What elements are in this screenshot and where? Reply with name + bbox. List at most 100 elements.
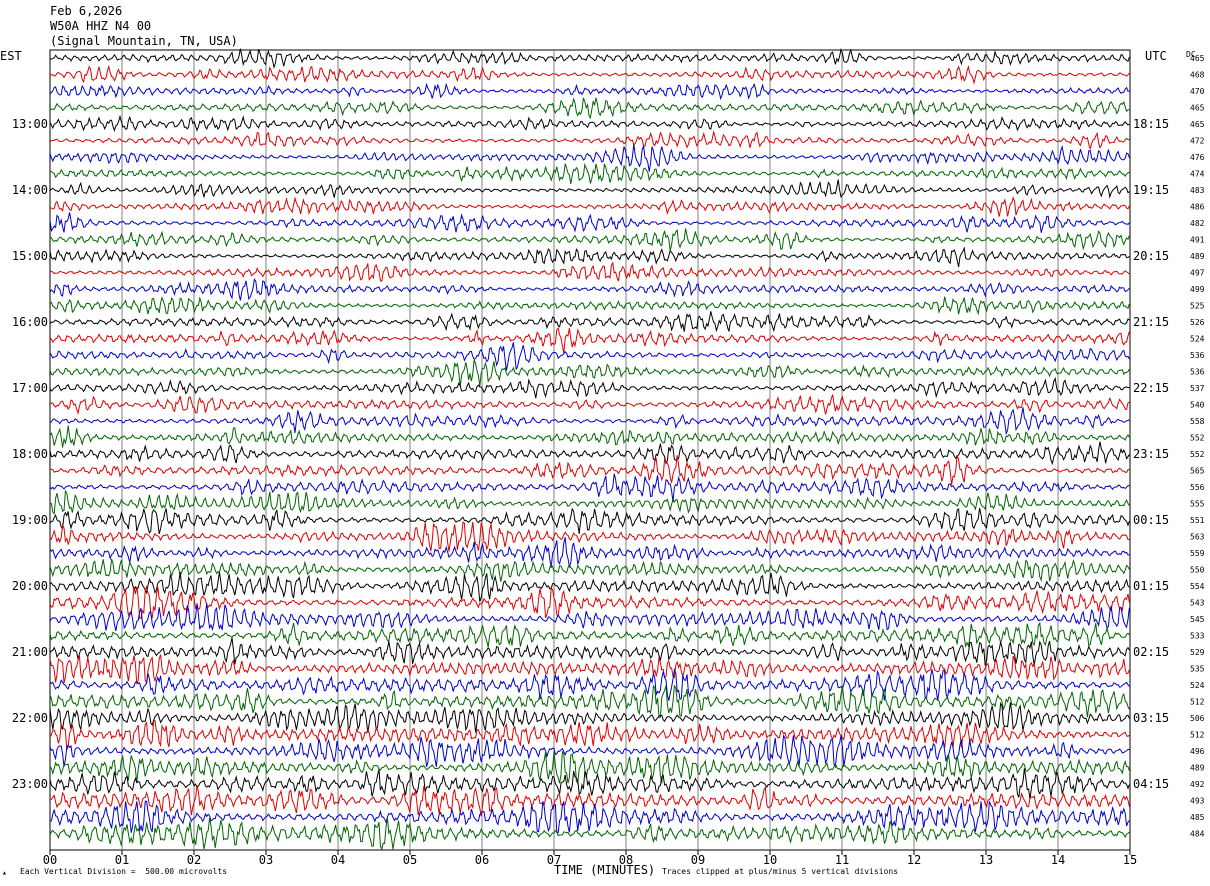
- seismic-trace: [49, 130, 1130, 151]
- dc-offset-label: 524: [1190, 335, 1205, 344]
- dc-offset-label: 512: [1190, 731, 1205, 740]
- dc-axis-title: DC: [1186, 50, 1196, 59]
- seismic-trace: [49, 246, 1130, 268]
- est-hour-label: 18:00: [12, 447, 48, 461]
- utc-axis-title: UTC: [1145, 49, 1167, 63]
- x-tick-label: 08: [619, 853, 633, 867]
- seismic-trace: [49, 228, 1130, 251]
- seismic-trace: [49, 359, 1130, 387]
- seismic-trace: [49, 537, 1130, 569]
- seismic-trace: [49, 425, 1130, 448]
- x-tick-label: 15: [1123, 853, 1137, 867]
- dc-offset-label: 550: [1190, 566, 1205, 575]
- seismic-trace: [49, 735, 1130, 769]
- dc-offset-label: 537: [1190, 384, 1205, 393]
- seismic-trace: [49, 473, 1130, 503]
- seismic-trace: [49, 800, 1130, 834]
- clip-note: Traces clipped at plus/minus 5 vertical …: [662, 867, 899, 876]
- date-label: Feb 6,2026: [50, 4, 123, 18]
- utc-hour-label: 00:15: [1133, 513, 1169, 527]
- seismic-trace: [49, 179, 1130, 199]
- dc-offset-label: 556: [1190, 483, 1205, 492]
- seismic-trace: [49, 558, 1130, 582]
- seismic-trace: [49, 684, 1130, 718]
- dc-offset-label: 554: [1190, 582, 1205, 591]
- seismic-trace: [49, 261, 1130, 282]
- x-tick-label: 13: [979, 853, 993, 867]
- seismic-trace: [49, 571, 1130, 602]
- dc-offset-label: 563: [1190, 533, 1205, 542]
- dc-offset-label: 551: [1190, 516, 1205, 525]
- dc-offset-label: 543: [1190, 599, 1205, 608]
- seismic-trace: [49, 621, 1130, 649]
- location-label: (Signal Mountain, TN, USA): [50, 34, 238, 48]
- seismic-trace: [49, 196, 1130, 217]
- est-hour-label: 13:00: [12, 117, 48, 131]
- seismic-trace: [49, 311, 1130, 333]
- dc-offset-label: 476: [1190, 153, 1205, 162]
- dc-offset-label: 470: [1190, 87, 1205, 96]
- seismic-trace: [49, 114, 1130, 133]
- utc-hour-label: 22:15: [1133, 381, 1169, 395]
- est-hour-label: 14:00: [12, 183, 48, 197]
- dc-offset-label: 493: [1190, 797, 1205, 806]
- seismic-trace: [49, 584, 1130, 619]
- seismic-trace: [49, 407, 1130, 436]
- dc-offset-label: 496: [1190, 747, 1205, 756]
- x-tick-label: 04: [331, 853, 345, 867]
- x-axis-title: TIME (MINUTES): [554, 863, 656, 877]
- dc-offset-label: 485: [1190, 813, 1205, 822]
- utc-hour-label: 23:15: [1133, 447, 1169, 461]
- x-tick-label: 11: [835, 853, 849, 867]
- seismic-trace: [49, 719, 1130, 751]
- dc-offset-label: 535: [1190, 665, 1205, 674]
- seismic-trace: [49, 750, 1130, 785]
- dc-offset-label: 499: [1190, 285, 1205, 294]
- dc-offset-label: 491: [1190, 236, 1205, 245]
- seismic-trace: [49, 521, 1130, 552]
- seismic-trace: [49, 277, 1130, 301]
- seismic-trace: [49, 507, 1130, 535]
- seismic-trace: [50, 162, 1130, 184]
- plot-frame: [49, 49, 1131, 851]
- est-hour-label: 22:00: [12, 711, 48, 725]
- est-hour-label: 19:00: [12, 513, 48, 527]
- dc-offset-label: 465: [1190, 104, 1205, 113]
- seismic-trace: [49, 47, 1130, 70]
- est-hour-label: 20:00: [12, 579, 48, 593]
- utc-hour-label: 02:15: [1133, 645, 1169, 659]
- seismic-trace: [49, 701, 1130, 733]
- x-tick-label: 10: [763, 853, 777, 867]
- dc-offset-label: 526: [1190, 318, 1205, 327]
- dc-offset-label: 492: [1190, 780, 1205, 789]
- dc-offset-label: 484: [1190, 830, 1205, 839]
- dc-offset-label: 482: [1190, 219, 1205, 228]
- dc-offset-label: 474: [1190, 170, 1205, 179]
- seismic-trace: [49, 82, 1130, 101]
- x-tick-label: 05: [403, 853, 417, 867]
- x-tick-label: 06: [475, 853, 489, 867]
- dc-offset-label: 529: [1190, 648, 1205, 657]
- utc-hour-label: 04:15: [1133, 777, 1169, 791]
- seismic-trace: [49, 603, 1130, 632]
- seismic-trace: [49, 454, 1130, 485]
- seismic-trace: [49, 637, 1130, 666]
- x-tick-label: 07: [547, 853, 561, 867]
- dc-offset-label: 525: [1190, 302, 1205, 311]
- seismic-trace: [49, 376, 1130, 399]
- dc-offset-label: 552: [1190, 450, 1205, 459]
- est-hour-label: 17:00: [12, 381, 48, 395]
- dc-offset-label: 533: [1190, 632, 1205, 641]
- seismic-trace: [49, 296, 1130, 316]
- dc-offset-label: 565: [1190, 467, 1205, 476]
- est-hour-label: 15:00: [12, 249, 48, 263]
- utc-hour-label: 01:15: [1133, 579, 1169, 593]
- dc-offset-label: 512: [1190, 698, 1205, 707]
- dc-offset-label: 472: [1190, 137, 1205, 146]
- dc-offset-label: 552: [1190, 434, 1205, 443]
- seismic-trace: [49, 212, 1130, 233]
- seismic-trace: [49, 97, 1130, 120]
- seismic-trace: [49, 64, 1130, 85]
- seismic-trace: [49, 654, 1130, 685]
